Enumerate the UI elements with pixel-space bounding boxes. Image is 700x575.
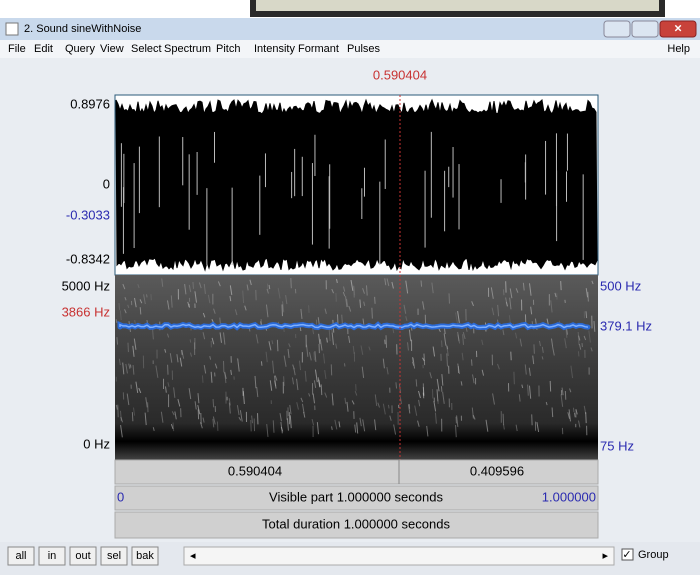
- spectrogram-texture: [416, 379, 417, 386]
- menu-item[interactable]: Pitch: [216, 43, 240, 55]
- spectrogram-texture: [360, 299, 361, 307]
- visible-label: Visible part 1.000000 seconds: [269, 489, 443, 504]
- other-window-inner: [256, 0, 659, 11]
- time-bar-left: 0.590404: [228, 463, 282, 478]
- spectrogram-texture: [132, 412, 133, 421]
- spectrogram-texture: [424, 354, 425, 366]
- spectrogram-texture: [119, 303, 120, 310]
- spectrogram-texture: [388, 405, 389, 409]
- spectrogram-texture: [503, 414, 504, 425]
- menu-item[interactable]: Spectrum: [164, 43, 211, 55]
- spectrogram-texture: [372, 308, 373, 319]
- scroll-left[interactable]: ◂: [190, 550, 196, 562]
- check-mark: ✓: [622, 549, 631, 561]
- screenshot: 2. Sound sineWithNoise × File Edit Query Vi…: [0, 0, 700, 575]
- time-bar-right: 0.409596: [470, 463, 524, 478]
- spectrogram-texture: [202, 375, 203, 382]
- spectrogram-top: 5000 Hz: [62, 278, 110, 293]
- scrollbar[interactable]: [184, 547, 614, 565]
- maximize-button[interactable]: [632, 21, 658, 37]
- pitch-top: 500 Hz: [600, 278, 641, 293]
- spectrogram-texture: [503, 289, 504, 295]
- spectrogram-texture: [575, 413, 576, 418]
- spectrogram-texture: [321, 384, 322, 395]
- spectrogram-texture: [300, 327, 301, 331]
- spectrogram-texture: [190, 339, 191, 342]
- spectrogram-texture: [447, 353, 448, 366]
- spectrogram-texture: [396, 382, 397, 388]
- zoom-button-label: sel: [107, 550, 121, 562]
- spectrogram-texture: [421, 280, 422, 286]
- spectrogram-texture: [116, 319, 117, 323]
- spectrogram-texture: [441, 386, 442, 392]
- waveform-cursor-value: -0.3033: [66, 207, 110, 222]
- spectrogram-texture: [332, 426, 333, 429]
- waveform-signal: [116, 100, 597, 270]
- waveform-top: 0.8976: [70, 96, 110, 111]
- spectrogram-bottom: 0 Hz: [83, 436, 110, 451]
- pitch-value: 379.1 Hz: [600, 318, 652, 333]
- menu-item[interactable]: Edit: [34, 43, 53, 55]
- spectrogram-texture: [277, 340, 278, 351]
- scroll-right[interactable]: ▸: [602, 550, 608, 562]
- window-title: 2. Sound sineWithNoise: [24, 23, 141, 35]
- close-icon: ×: [674, 20, 682, 35]
- zoom-button-label: out: [75, 550, 90, 562]
- zoom-button-label: bak: [136, 550, 154, 562]
- visible-start: 0: [117, 489, 124, 504]
- spectrogram-texture: [173, 423, 174, 432]
- menu-item[interactable]: Formant: [298, 43, 339, 55]
- spectrogram-texture: [586, 311, 587, 318]
- spectrogram-texture: [578, 351, 579, 356]
- waveform-zero: 0: [103, 176, 110, 191]
- menu-item[interactable]: File: [8, 43, 26, 55]
- spectrogram-texture: [140, 307, 141, 314]
- menu-item[interactable]: Intensity: [254, 43, 295, 55]
- menu-item[interactable]: Pulses: [347, 43, 381, 55]
- time-bar[interactable]: [115, 460, 598, 484]
- spectrogram-texture: [447, 346, 448, 349]
- menu-item[interactable]: View: [100, 43, 124, 55]
- zoom-button-label: in: [48, 550, 57, 562]
- spectrogram-texture: [117, 337, 118, 344]
- spectrogram-texture: [147, 294, 148, 297]
- minimize-button[interactable]: [604, 21, 630, 37]
- app-icon: [6, 23, 18, 35]
- spectrogram-texture: [386, 335, 387, 348]
- spectrogram-texture: [213, 399, 214, 407]
- spectrogram-texture: [366, 285, 367, 295]
- spectrogram-texture: [269, 285, 270, 289]
- spectrogram-cursor-freq: 3866 Hz: [62, 304, 110, 319]
- group-label: Group: [638, 549, 669, 561]
- pitch-bottom: 75 Hz: [600, 438, 634, 453]
- menu-item[interactable]: Select: [131, 43, 162, 55]
- spectrogram-texture: [528, 385, 529, 396]
- menu-item[interactable]: Query: [65, 43, 95, 55]
- visible-end: 1.000000: [542, 489, 596, 504]
- cursor-time: 0.590404: [373, 67, 427, 82]
- spectrogram-texture: [354, 286, 355, 298]
- zoom-button-label: all: [15, 550, 26, 562]
- page: {"window": {"title": "2. Sound sineWithN…: [0, 0, 700, 575]
- menu-item[interactable]: Help: [667, 43, 690, 55]
- total-label: Total duration 1.000000 seconds: [262, 516, 450, 531]
- spectrogram-texture: [586, 412, 587, 423]
- waveform-bottom: -0.8342: [66, 251, 110, 266]
- spectrogram-texture: [552, 408, 553, 418]
- spectrogram-texture: [588, 292, 589, 302]
